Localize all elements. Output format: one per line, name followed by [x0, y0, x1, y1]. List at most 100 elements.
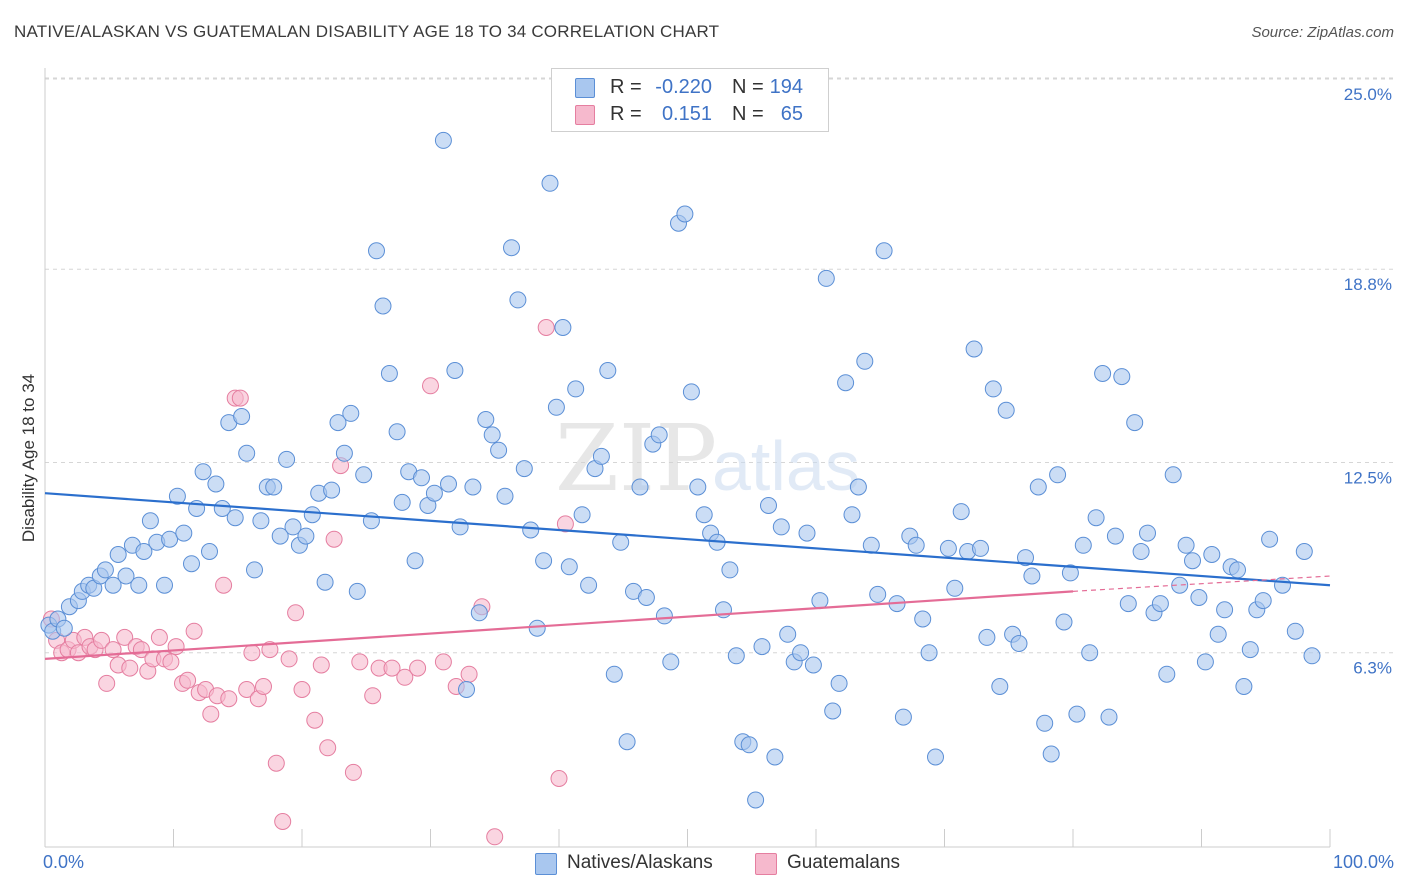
natives-alaskans-point: [1295, 543, 1313, 560]
watermark-zip: ZIP: [555, 405, 717, 512]
natives-alaskans-point: [914, 610, 932, 628]
natives-alaskans-point: [875, 242, 893, 260]
natives-alaskans-point: [413, 469, 430, 487]
natives-alaskans-point: [1235, 678, 1253, 695]
natives-alaskans-point: [894, 708, 912, 726]
natives-alaskans-point: [368, 242, 385, 260]
natives-alaskans-point: [612, 533, 630, 551]
natives-alaskans-point: [779, 625, 797, 643]
guatemalans-swatch: [575, 105, 595, 125]
natives-alaskans-point: [747, 791, 765, 809]
natives-alaskans-point: [406, 552, 424, 570]
natives-alaskans-point: [303, 506, 321, 524]
natives-alaskans-point: [1017, 549, 1034, 567]
n-label: N =: [732, 103, 764, 125]
natives-alaskans-point: [662, 653, 680, 671]
natives-alaskans-point: [727, 647, 745, 665]
natives-alaskans-point: [1286, 622, 1304, 640]
guatemalans-point: [98, 674, 116, 692]
natives-alaskans-point: [1029, 478, 1047, 496]
natives-alaskans-point: [252, 512, 270, 530]
natives-alaskans-point: [682, 383, 700, 401]
y-tick-label: 6.3%: [1353, 659, 1392, 678]
natives-alaskans-point: [753, 638, 771, 656]
natives-alaskans-point: [342, 404, 360, 422]
n-value: 65: [780, 103, 803, 125]
guatemalans-point: [351, 653, 369, 671]
natives-alaskans-point: [1196, 653, 1214, 671]
natives-alaskans-point: [265, 478, 283, 496]
guatemalans-point: [167, 638, 185, 656]
guatemalans-point: [537, 319, 555, 336]
natives-alaskans-point: [284, 518, 302, 536]
guatemalans-point: [243, 644, 261, 662]
natives-alaskans-point: [1023, 567, 1041, 585]
natives-alaskans-point: [194, 463, 212, 481]
natives-alaskans-point: [541, 174, 559, 192]
guatemalans-point: [238, 681, 256, 698]
natives-alaskans-point: [522, 521, 540, 539]
natives-alaskans-point: [798, 524, 816, 542]
natives-alaskans-point: [560, 558, 578, 576]
watermark-atlas: atlas: [712, 427, 860, 505]
guatemalans-legend-swatch: [755, 853, 777, 875]
guatemalans-point: [93, 631, 110, 649]
natives-alaskans-point: [1164, 466, 1182, 484]
natives-alaskans-point: [695, 506, 713, 524]
guatemalans-point: [383, 659, 401, 677]
natives-alaskans-point: [355, 466, 373, 484]
y-tick-label: 25.0%: [1344, 85, 1392, 104]
trend-lines: [44, 492, 1331, 660]
natives-alaskans-point: [817, 269, 835, 287]
natives-alaskans-point: [1184, 552, 1201, 570]
guatemalans-point: [293, 681, 311, 698]
natives-alaskans-point: [952, 503, 970, 521]
natives-alaskans-point: [837, 374, 855, 392]
natives-alaskans-point: [618, 733, 636, 751]
natives-swatch: [575, 78, 595, 98]
legend-row-guatemalans: R = 0.151 N = 65: [552, 101, 828, 127]
natives-alaskans-point: [849, 478, 867, 496]
natives-alaskans-point: [869, 585, 887, 603]
natives-alaskans-point: [201, 543, 218, 560]
guatemalans-point: [274, 813, 292, 830]
natives-alaskans-point: [1132, 543, 1150, 560]
natives-alaskans-point: [323, 481, 341, 499]
natives-alaskans-point: [965, 340, 983, 358]
chart-title: NATIVE/ALASKAN VS GUATEMALAN DISABILITY …: [14, 22, 720, 41]
natives-alaskans-point: [528, 619, 546, 637]
natives-alaskans-point: [271, 527, 289, 545]
natives-alaskans-point: [721, 561, 739, 579]
guatemalans-point: [280, 650, 298, 668]
natives-alaskans-point: [1010, 635, 1028, 652]
natives-alaskans-point: [374, 297, 392, 315]
natives-alaskans-points: [40, 131, 1321, 809]
natives-alaskans-point: [1303, 647, 1321, 665]
natives-alaskans-point: [117, 567, 135, 585]
natives-alaskans-point: [1049, 466, 1067, 484]
natives-alaskans-point: [1229, 561, 1246, 579]
natives-alaskans-point: [920, 644, 938, 662]
natives-alaskans-point: [335, 444, 353, 462]
guatemalans-point: [287, 604, 305, 622]
natives-alaskans-point: [388, 423, 406, 441]
natives-alaskans-point: [1209, 625, 1227, 643]
natives-alaskans-point: [991, 678, 1009, 695]
guatemalans-point: [344, 763, 362, 781]
natives-alaskans-point: [451, 518, 469, 536]
natives-alaskans-point: [1177, 536, 1195, 554]
guatemalans-point: [556, 515, 574, 533]
natives-alaskans-point: [233, 408, 251, 425]
natives-alaskans-point: [843, 506, 861, 524]
natives-alaskans-point: [477, 411, 495, 428]
guatemalans-point: [215, 576, 233, 594]
natives-alaskans-point: [1261, 530, 1279, 548]
guatemalans-point: [325, 530, 343, 548]
natives-alaskans-point: [446, 362, 464, 379]
r-label: R =: [610, 103, 642, 125]
natives-alaskans-point: [393, 493, 411, 511]
natives-legend-swatch: [535, 853, 557, 875]
guatemalans-point: [486, 828, 504, 846]
natives-alaskans-point: [135, 543, 153, 560]
natives-alaskans-point: [939, 539, 957, 557]
